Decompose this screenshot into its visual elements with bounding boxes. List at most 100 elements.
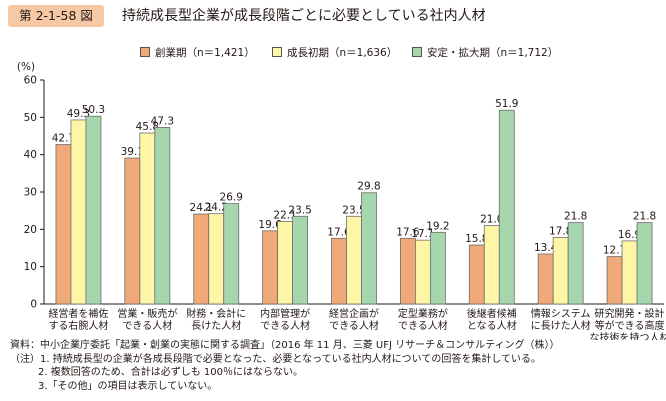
bar-2-cat-9 bbox=[621, 240, 638, 305]
y-tick-label: 10 bbox=[24, 261, 37, 273]
bar-1-cat-9 bbox=[606, 256, 623, 305]
data-label: 23.5 bbox=[288, 204, 311, 216]
data-label: 23.5 bbox=[342, 204, 365, 216]
y-tick-label: 0 bbox=[30, 299, 37, 311]
x-category-label-line: 長けた人材 bbox=[191, 319, 241, 332]
x-category-label-line: できる人材 bbox=[398, 319, 448, 332]
x-category-label-line: 内部管理が bbox=[260, 307, 310, 320]
bar-3-cat-6 bbox=[429, 231, 446, 305]
data-label: 17.1 bbox=[411, 228, 434, 240]
data-label: 19.2 bbox=[426, 220, 449, 232]
x-category-label-line: に長けた人材 bbox=[531, 319, 591, 332]
legend-swatch-startup bbox=[140, 47, 150, 57]
x-category-label: 財務・会計に長けた人材 bbox=[186, 307, 246, 332]
x-category-label-line: 経営者を補佐 bbox=[48, 307, 108, 320]
bar-1-cat-1 bbox=[55, 144, 72, 305]
x-category-label: 定型業務ができる人材 bbox=[398, 307, 448, 332]
data-label: 21.8 bbox=[633, 211, 656, 223]
note-source: 資料：中小企業庁委託「起業・創業の実態に関する調査」（2016 年 11 月、三… bbox=[10, 340, 560, 351]
x-category-label-line: な技術を持つ人材 bbox=[590, 331, 666, 340]
data-label: 16.9 bbox=[618, 229, 641, 241]
note-2: 2. 複数回答のため、合計は必ずしも 100％にはならない。 bbox=[38, 367, 303, 378]
data-label: 39.1 bbox=[121, 146, 144, 158]
x-category-label: 内部管理ができる人材 bbox=[260, 307, 310, 332]
data-label: 19.6 bbox=[258, 219, 282, 231]
bar-2-cat-6 bbox=[414, 239, 431, 305]
y-tick-label: 60 bbox=[24, 75, 37, 87]
x-category-label: 情報システムに長けた人材 bbox=[531, 307, 591, 332]
bar-1-cat-4 bbox=[262, 230, 279, 305]
bar-3-cat-2 bbox=[154, 127, 171, 305]
bar-1-cat-8 bbox=[537, 253, 554, 305]
chart-legend: 創業期（n＝1,421） 成長初期（n＝1,636） 安定・拡大期（n＝1,71… bbox=[0, 45, 666, 61]
x-category-label-line: 経営企画が bbox=[329, 307, 379, 320]
figure-number-badge: 第 2-1-58 図 bbox=[8, 5, 104, 27]
data-label: 24.1 bbox=[190, 202, 213, 214]
data-label: 21.8 bbox=[564, 211, 587, 223]
x-category-label-line: 財務・会計に bbox=[186, 307, 246, 320]
x-category-label-line: できる人材 bbox=[329, 319, 379, 332]
bar-3-cat-4 bbox=[292, 215, 309, 305]
data-label: 17.8 bbox=[549, 226, 572, 238]
bar-1-cat-6 bbox=[399, 237, 416, 305]
bar-1-cat-2 bbox=[124, 157, 141, 305]
bar-3-cat-5 bbox=[361, 192, 377, 305]
bar-2-cat-8 bbox=[552, 237, 569, 305]
x-category-label-line: できる人材 bbox=[122, 319, 172, 332]
y-tick-label: 30 bbox=[24, 187, 37, 199]
legend-swatch-stable-expansion bbox=[412, 47, 422, 57]
x-category-label-line: 研究開発・設計 bbox=[595, 307, 665, 320]
x-category-label: 経営企画ができる人材 bbox=[329, 307, 379, 332]
bar-2-cat-4 bbox=[277, 221, 294, 305]
bar-3-cat-1 bbox=[85, 115, 102, 305]
bar-3-cat-7 bbox=[498, 109, 515, 305]
data-label: 15.8 bbox=[465, 233, 488, 245]
x-category-label: 後継者候補となる人材 bbox=[467, 307, 517, 332]
legend-label-stable-expansion: 安定・拡大期（n＝1,712） bbox=[427, 47, 559, 59]
x-category-label-line: 定型業務が bbox=[398, 307, 448, 320]
data-label: 17.6 bbox=[396, 226, 420, 238]
data-label: 26.9 bbox=[220, 192, 243, 204]
y-tick-label: 40 bbox=[24, 149, 37, 161]
x-category-label-line: 等ができる高度 bbox=[595, 319, 665, 332]
figure-title: 持続成長型企業が成長段階ごとに必要としている社内人材 bbox=[122, 8, 486, 24]
bar-2-cat-5 bbox=[346, 215, 362, 305]
bar-2-cat-7 bbox=[483, 225, 500, 305]
data-label: 21.0 bbox=[480, 214, 503, 226]
x-category-label-line: する右腕人材 bbox=[48, 319, 108, 332]
data-label: 24.2 bbox=[205, 202, 228, 214]
bar-2-cat-1 bbox=[70, 119, 87, 305]
data-label: 47.3 bbox=[151, 115, 174, 127]
x-category-label-line: となる人材 bbox=[467, 319, 517, 332]
legend-label-early-growth: 成長初期（n＝1,636） bbox=[287, 47, 398, 59]
data-label: 51.9 bbox=[495, 98, 518, 110]
bar-3-cat-3 bbox=[223, 203, 240, 305]
data-label: 17.6 bbox=[327, 226, 351, 238]
bar-2-cat-2 bbox=[139, 132, 156, 305]
x-category-label: 経営者を補佐する右腕人材 bbox=[48, 307, 108, 332]
y-tick-label: 50 bbox=[24, 112, 37, 124]
bar-1-cat-3 bbox=[193, 213, 210, 305]
note-3: 3.「その他」の項目は表示していない。 bbox=[38, 380, 218, 392]
x-category-label-line: 営業・販売が bbox=[117, 307, 177, 320]
x-category-label-line: できる人材 bbox=[260, 319, 310, 332]
bar-chart: (%) 0 10 20 30 40 50 60 42.7 49.350.3 経営者を補佐する右腕人材… bbox=[17, 61, 666, 340]
note-1: （注）1. 持続成長型の企業が各成長段階で必要となった、必要となっている社内人材… bbox=[10, 353, 542, 365]
data-label: 50.3 bbox=[82, 104, 105, 116]
data-label: 12.7 bbox=[603, 245, 626, 257]
data-label: 45.8 bbox=[136, 121, 159, 133]
bar-3-cat-9 bbox=[636, 222, 653, 305]
bar-1-cat-5 bbox=[331, 237, 347, 305]
figure-notes: 資料：中小企業庁委託「起業・創業の実態に関する調査」（2016 年 11 月、三… bbox=[10, 339, 660, 393]
x-category-label: 営業・販売ができる人材 bbox=[117, 307, 177, 332]
legend-label-startup: 創業期（n＝1,421） bbox=[155, 47, 255, 59]
bar-3-cat-8 bbox=[567, 222, 584, 305]
bar-2-cat-3 bbox=[208, 213, 225, 305]
bar-1-cat-7 bbox=[468, 244, 485, 305]
data-label: 22.1 bbox=[273, 209, 296, 221]
y-axis-unit-label: (%) bbox=[17, 61, 35, 73]
x-category-label: 研究開発・設計等ができる高度な技術を持つ人材 bbox=[590, 307, 666, 340]
data-label: 13.4 bbox=[534, 242, 558, 254]
data-label: 42.7 bbox=[52, 133, 75, 145]
data-label: 49.3 bbox=[67, 108, 90, 120]
